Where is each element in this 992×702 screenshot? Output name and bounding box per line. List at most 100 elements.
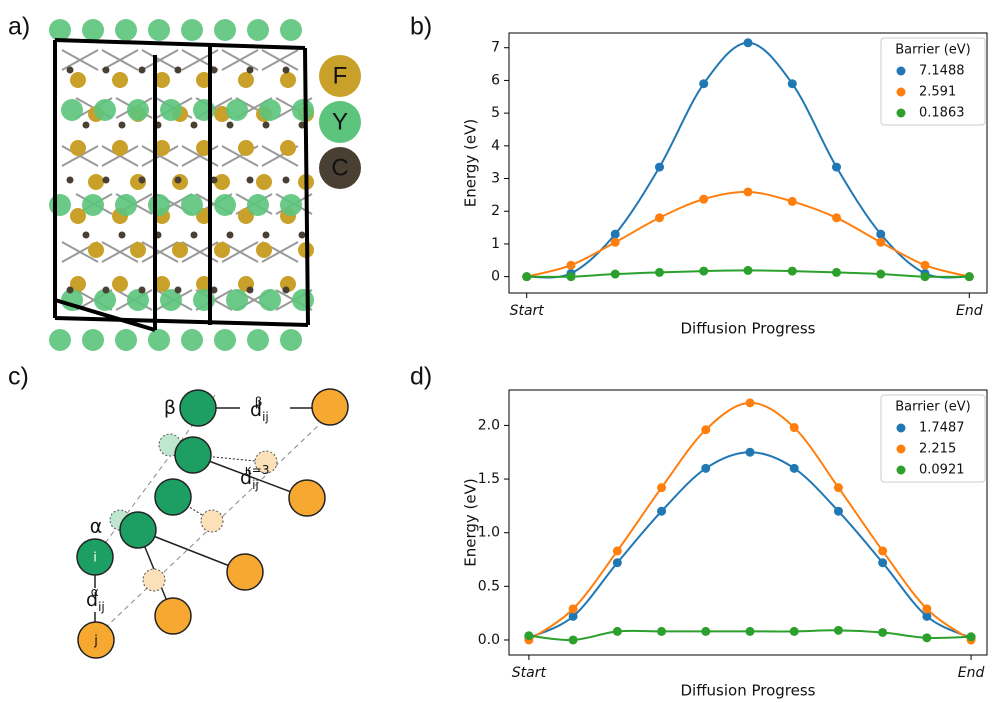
atom [180,390,216,426]
atom [289,480,325,516]
y-atom [82,194,104,216]
point [613,558,622,567]
c-atom [103,287,110,294]
y-tick-label: 6 [491,72,500,88]
point [701,425,710,434]
legend-label: 0.1863 [919,106,965,121]
point [701,464,710,473]
y-tick-label: 1.0 [478,525,500,541]
legend-label: Y [332,108,348,135]
c-atom [175,287,182,294]
x-axis-label: Diffusion Progress [680,320,815,338]
y-atom [292,289,314,311]
point [699,267,708,276]
point [611,230,620,239]
point [834,507,843,516]
y-atom [226,99,248,121]
f-atom [88,242,104,258]
label: i [93,551,97,566]
c-atom [227,232,234,239]
x-axis-label: Diffusion Progress [680,682,815,700]
y-tick-label: 5 [491,105,500,121]
y-atom [280,19,302,41]
point [569,635,578,644]
x-tick-label: Start [512,665,547,681]
legend-marker [897,445,906,454]
point [834,483,843,492]
f-atom [280,72,296,88]
y-atom [49,329,71,351]
panel-label: a) [8,13,30,41]
y-atom [61,99,83,121]
f-atom [112,276,128,292]
y-tick-label: 0.5 [478,578,500,594]
f-atom [172,242,188,258]
y-atom [280,329,302,351]
point [699,79,708,88]
legend-title: Barrier (eV) [895,400,970,415]
y-atom [127,99,149,121]
point [566,272,575,281]
c-atom [247,177,254,184]
point [613,627,622,636]
legend-label: 0.0921 [919,463,965,478]
c-atom [175,177,182,184]
point [522,272,531,281]
y-atom [226,289,248,311]
c-atom [83,122,90,129]
point [834,626,843,635]
legend-marker [897,424,906,433]
point [832,163,841,172]
panel-label: b) [410,13,432,41]
legend-label: C [331,154,348,181]
c-atom [175,67,182,74]
point [832,213,841,222]
y-atom [259,99,281,121]
c-atom [83,232,90,239]
point [878,628,887,637]
legend-label: 7.1488 [919,64,965,79]
y-atom [160,99,182,121]
legend-label: 1.7487 [919,421,965,436]
point [967,632,976,641]
c-atom [67,177,74,184]
point [832,268,841,277]
legend-title: Barrier (eV) [895,43,970,58]
f-atom [130,242,146,258]
f-atom [112,140,128,156]
c-atom [283,287,290,294]
legend-label: F [333,62,348,89]
point [790,627,799,636]
y-tick-label: 0.0 [478,632,500,648]
y-tick-label: 2.0 [478,417,500,433]
c-atom [119,122,126,129]
y-atom [49,194,71,216]
y-atom [181,194,203,216]
c-atom [247,287,254,294]
legend-marker [897,466,906,475]
y-atom [280,194,302,216]
legend-label: 2.215 [919,442,956,457]
c-atom [67,67,74,74]
c-atom [139,67,146,74]
y-atom [82,329,104,351]
point [524,631,533,640]
y-atom [259,289,281,311]
f-atom [280,140,296,156]
point [655,213,664,222]
c-atom [283,177,290,184]
f-atom [112,72,128,88]
legend-marker [897,88,906,97]
y-atom [115,329,137,351]
y-atom [292,99,314,121]
y-atom [115,194,137,216]
c-atom [191,122,198,129]
point [965,272,974,281]
f-atom [214,242,230,258]
point [790,423,799,432]
point [922,604,931,613]
y-tick-label: 1.5 [478,471,500,487]
panel-label: d) [410,363,432,391]
point [922,633,931,642]
c-atom [263,232,270,239]
